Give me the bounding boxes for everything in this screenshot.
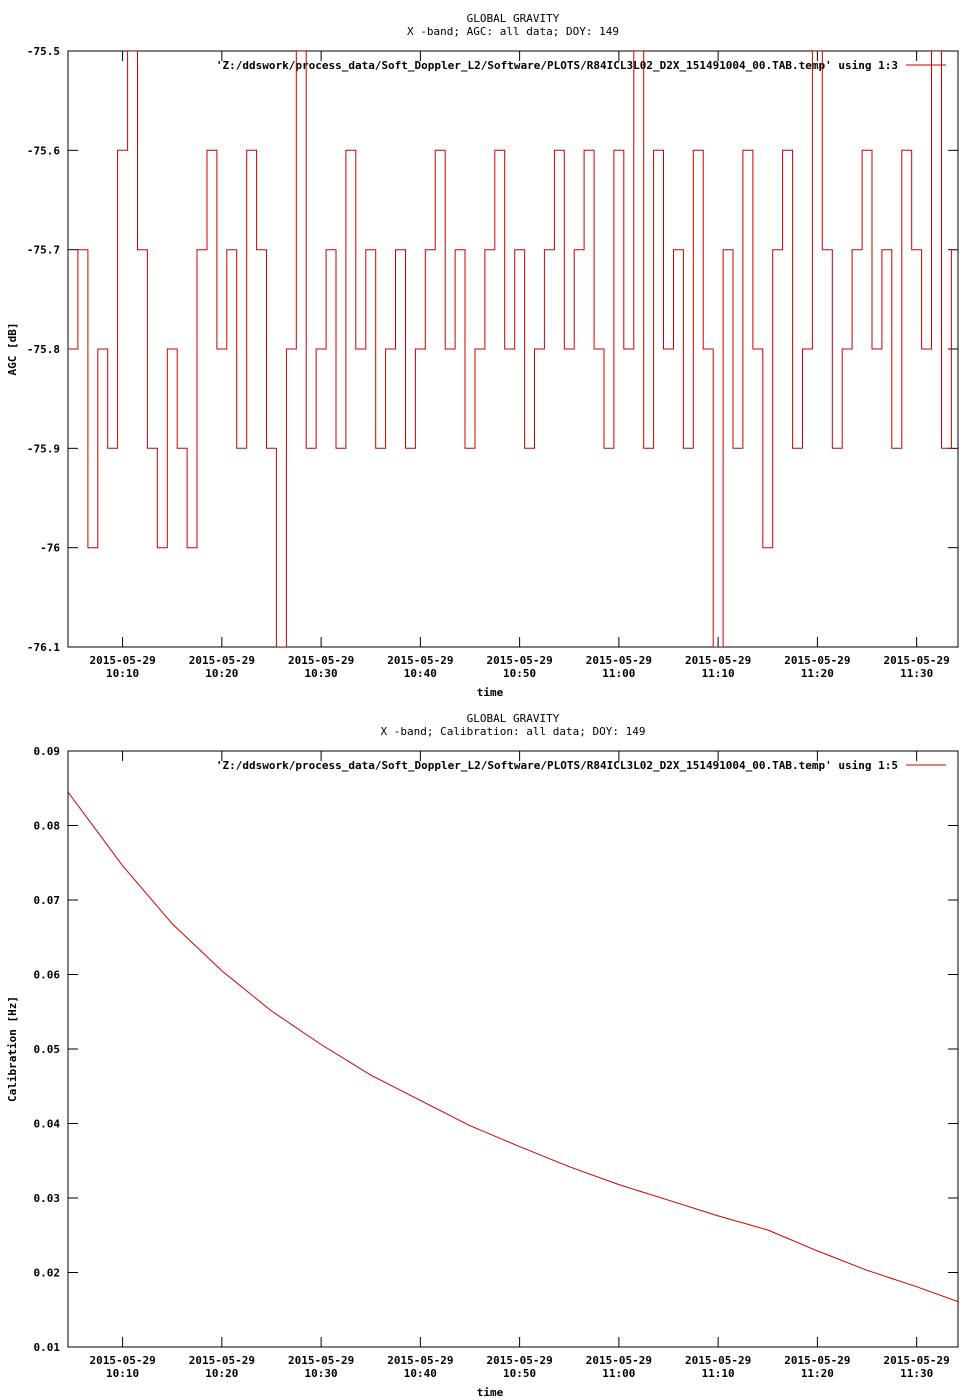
x-tick-date-label: 2015-05-29	[387, 654, 453, 667]
x-tick-time-label: 10:40	[404, 1367, 437, 1380]
x-tick-date-label: 2015-05-29	[685, 654, 751, 667]
x-tick-date-label: 2015-05-29	[586, 1354, 652, 1367]
x-tick-time-label: 10:50	[503, 667, 536, 680]
x-tick-date-label: 2015-05-29	[784, 1354, 850, 1367]
series-line	[68, 51, 958, 647]
y-tick-label: -75.7	[27, 244, 60, 257]
y-tick-label: -76	[40, 542, 60, 555]
x-tick-time-label: 11:00	[602, 667, 635, 680]
x-axis-label: time	[477, 686, 504, 699]
x-tick-time-label: 11:20	[801, 1367, 834, 1380]
y-tick-label: 0.01	[34, 1341, 61, 1354]
legend-label: 'Z:/ddswork/process_data/Soft_Doppler_L2…	[216, 759, 898, 772]
x-tick-time-label: 11:30	[900, 1367, 933, 1380]
x-tick-time-label: 10:10	[106, 667, 139, 680]
x-tick-date-label: 2015-05-29	[486, 654, 552, 667]
x-tick-time-label: 10:20	[205, 1367, 238, 1380]
x-tick-time-label: 11:10	[702, 1367, 735, 1380]
x-tick-time-label: 10:10	[106, 1367, 139, 1380]
x-tick-date-label: 2015-05-29	[189, 654, 255, 667]
x-tick-date-label: 2015-05-29	[586, 654, 652, 667]
x-tick-date-label: 2015-05-29	[89, 654, 155, 667]
y-axis-label: Calibration [Hz]	[6, 996, 19, 1102]
x-tick-time-label: 10:40	[404, 667, 437, 680]
x-tick-time-label: 11:00	[602, 1367, 635, 1380]
x-tick-time-label: 11:30	[900, 667, 933, 680]
x-tick-time-label: 10:20	[205, 667, 238, 680]
y-tick-label: 0.08	[34, 820, 61, 833]
plot-frame	[67, 750, 959, 1348]
y-tick-label: 0.05	[34, 1043, 61, 1056]
x-tick-date-label: 2015-05-29	[486, 1354, 552, 1367]
x-tick-time-label: 11:20	[801, 667, 834, 680]
y-tick-label: 0.04	[34, 1118, 61, 1131]
chart-subtitle: X -band; AGC: all data; DOY: 149	[407, 25, 619, 38]
x-tick-date-label: 2015-05-29	[288, 654, 354, 667]
y-tick-label: 0.06	[34, 969, 61, 982]
x-tick-time-label: 10:50	[503, 1367, 536, 1380]
chart-title: GLOBAL GRAVITY	[467, 712, 560, 725]
x-tick-date-label: 2015-05-29	[189, 1354, 255, 1367]
x-tick-time-label: 11:10	[702, 667, 735, 680]
y-tick-label: 0.07	[34, 894, 61, 907]
x-axis-label: time	[477, 1386, 504, 1399]
x-tick-date-label: 2015-05-29	[387, 1354, 453, 1367]
y-tick-label: -75.8	[27, 343, 60, 356]
chart-subtitle: X -band; Calibration: all data; DOY: 149	[381, 725, 646, 738]
x-tick-date-label: 2015-05-29	[884, 1354, 950, 1367]
legend-label: 'Z:/ddswork/process_data/Soft_Doppler_L2…	[216, 59, 898, 72]
y-tick-label: -75.5	[27, 45, 60, 58]
x-tick-date-label: 2015-05-29	[884, 654, 950, 667]
x-tick-date-label: 2015-05-29	[288, 1354, 354, 1367]
x-tick-date-label: 2015-05-29	[784, 654, 850, 667]
y-axis-label: AGC [dB]	[6, 323, 19, 376]
y-tick-label: -75.6	[27, 144, 60, 157]
series-line	[68, 791, 958, 1303]
x-tick-time-label: 10:30	[305, 667, 338, 680]
x-tick-date-label: 2015-05-29	[685, 1354, 751, 1367]
y-tick-label: -75.9	[27, 442, 60, 455]
chart-title: GLOBAL GRAVITY	[467, 12, 560, 25]
y-tick-label: 0.09	[34, 745, 61, 758]
x-tick-time-label: 10:30	[305, 1367, 338, 1380]
y-tick-label: 0.02	[34, 1267, 61, 1280]
x-tick-date-label: 2015-05-29	[89, 1354, 155, 1367]
y-tick-label: -76.1	[27, 641, 60, 654]
y-tick-label: 0.03	[34, 1192, 61, 1205]
